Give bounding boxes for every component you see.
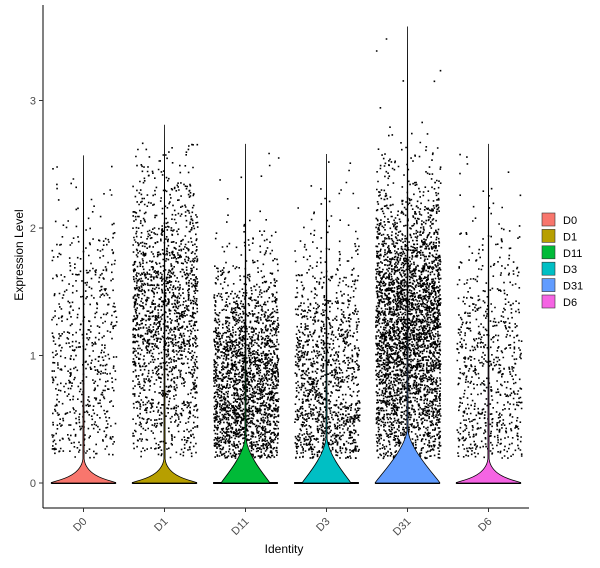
legend-label-D31: D31	[563, 281, 583, 293]
legend-key-D1	[541, 229, 556, 243]
points-path-D3	[294, 161, 361, 460]
axes: 0 1 2 3 D0 D1 D11 D3 D31 D6	[30, 5, 529, 538]
violins	[50, 26, 522, 484]
violin-D3	[301, 154, 352, 484]
legend-key-D6	[541, 294, 556, 309]
points-path-D0	[51, 165, 118, 460]
y-tick-label-0: 0	[30, 478, 36, 490]
x-tick-label-D1: D1	[152, 516, 170, 534]
legend: D0 D1 D11 D3 D31 D6	[541, 212, 583, 309]
y-axis-title: Expression Level	[12, 209, 26, 300]
y-tick-label-3: 3	[30, 96, 36, 108]
legend-key-D0	[541, 212, 556, 227]
violin-D31	[374, 26, 441, 484]
points-path-D31	[375, 38, 442, 460]
x-tick-label-D31: D31	[391, 516, 414, 539]
legend-label-D1: D1	[563, 231, 577, 243]
x-axis-title: Identity	[265, 542, 304, 556]
legend-label-D3: D3	[563, 264, 577, 276]
legend-key-D11	[541, 245, 556, 260]
legend-label-D0: D0	[563, 215, 577, 227]
points-path-D11	[213, 152, 280, 459]
x-tick-label-D0: D0	[71, 516, 89, 534]
points-path-D6	[456, 153, 523, 459]
x-tick-label-D11: D11	[229, 516, 251, 538]
y-tick-label-1: 1	[30, 351, 36, 363]
legend-label-D6: D6	[563, 297, 577, 309]
jitter-points	[51, 38, 523, 484]
x-tick-label-D3: D3	[314, 516, 332, 534]
violin-D1	[131, 124, 198, 484]
y-tick-label-2: 2	[30, 223, 36, 235]
legend-label-D11: D11	[563, 248, 582, 260]
violin-D0	[50, 155, 117, 484]
legend-key-D3	[541, 261, 556, 276]
x-tick-label-D6: D6	[476, 516, 494, 534]
violin-D11	[220, 143, 271, 484]
legend-key-D31	[541, 278, 556, 292]
points-path-D1	[132, 142, 199, 459]
violin-D6	[455, 143, 522, 484]
